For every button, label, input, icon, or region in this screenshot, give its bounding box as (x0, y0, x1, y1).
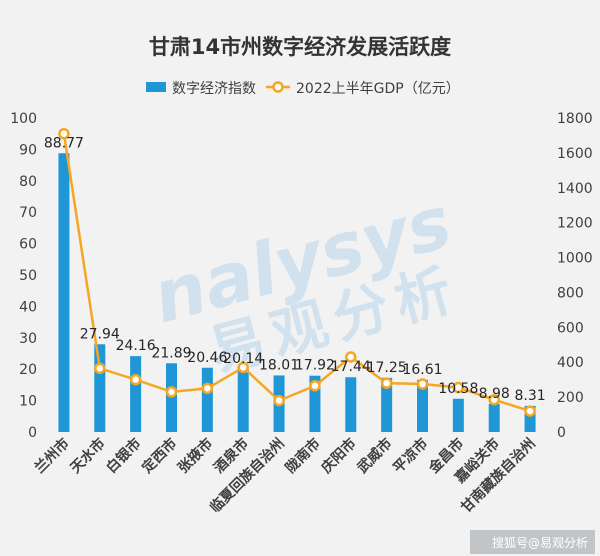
legend-bar-swatch (146, 82, 166, 92)
y-left-tick-label: 60 (19, 237, 37, 253)
bar (94, 344, 106, 432)
bar-value-label: 8.98 (479, 386, 510, 402)
line-series (58, 127, 536, 417)
bar (345, 377, 357, 432)
legend: 数字经济指数 2022上半年GDP（亿元） (146, 81, 460, 97)
y-left-tick-label: 10 (19, 394, 37, 410)
bar (201, 367, 213, 432)
y-right-tick-label: 0 (557, 425, 566, 441)
x-axis-labels: 兰州市天水市白银市定西市张掖市酒泉市临夏回族自治州陇南市庆阳市武威市平凉市金昌市… (31, 435, 539, 516)
y-right-tick-label: 1600 (557, 146, 593, 162)
y-right-tick-label: 1200 (557, 216, 593, 232)
y-left-tick-label: 90 (19, 142, 37, 158)
x-category-label: 天水市 (67, 435, 109, 477)
y-left-tick-label: 70 (19, 205, 37, 221)
legend-bar-label: 数字经济指数 (172, 81, 256, 97)
gdp-point (201, 382, 214, 395)
legend-line-label: 2022上半年GDP（亿元） (296, 81, 460, 97)
gdp-point (165, 386, 178, 398)
x-category-label: 张掖市 (174, 435, 216, 477)
bar (417, 379, 428, 432)
bar-value-label: 8.31 (514, 388, 545, 404)
x-category-label: 定西市 (139, 435, 181, 477)
y-right-tick-label: 1400 (557, 181, 593, 197)
y-right-tick-label: 200 (557, 390, 584, 406)
bar-value-label: 21.89 (151, 345, 191, 361)
gdp-point (524, 405, 536, 417)
gdp-point (58, 127, 70, 140)
legend-line-marker (272, 81, 284, 93)
y-left-tick-label: 40 (19, 299, 37, 315)
data-labels: 88.77 27.9424.1621.8920.4620.1418.0117.92… (44, 135, 546, 404)
gdp-point (416, 378, 429, 390)
footer-badge (470, 530, 595, 554)
bar-value-label: 16.61 (402, 362, 442, 378)
bar-value-label: 24.16 (116, 338, 156, 354)
y-right-tick-label: 400 (557, 355, 584, 371)
bar-value-label: 17.25 (367, 360, 407, 376)
x-category-label: 平凉市 (390, 435, 432, 477)
bar (524, 405, 536, 432)
bar (130, 356, 142, 432)
bar-value-label: 18.01 (259, 357, 299, 373)
x-category-label: 庆阳市 (318, 435, 360, 477)
gdp-line (62, 133, 531, 413)
gdp-point (273, 394, 285, 407)
y-left-tick-label: 0 (28, 425, 37, 441)
gdp-point (452, 381, 465, 394)
bar (452, 398, 464, 432)
bar (309, 375, 321, 432)
y-left-tick-label: 100 (10, 111, 37, 127)
y-left-tick-label: 80 (19, 174, 37, 190)
bar-value-label: 17.92 (295, 358, 335, 374)
bar (166, 363, 177, 432)
bar-value-label: 20.46 (187, 350, 227, 366)
gdp-point (94, 362, 106, 375)
x-category-label: 白银市 (103, 435, 145, 477)
bar-value-label: 10.58 (438, 381, 478, 397)
bar-value-label: 88.77 (44, 135, 84, 151)
x-category-label: 兰州市 (31, 435, 73, 477)
bar-value-label: 17.44 (331, 359, 371, 375)
chart-title: 甘肃14市州数字经济发展活跃度 (149, 35, 451, 59)
bar-value-label: 27.94 (80, 326, 120, 342)
gdp-point (129, 373, 142, 386)
bar-value-label: 20.14 (223, 351, 263, 367)
y-left-tick-label: 20 (19, 362, 37, 378)
y-right-tick-label: 1800 (557, 111, 593, 127)
footer-credit: 搜狐号@易观分析 (492, 535, 588, 550)
x-category-label: 陇南市 (282, 435, 324, 477)
bar (237, 368, 249, 432)
y-right-tick-label: 600 (557, 320, 584, 336)
gdp-point (237, 361, 249, 374)
y-right-tick-label: 800 (557, 285, 584, 301)
y-axis-left: 0 10 20 30 40 50 60 70 80 90 100 (10, 111, 37, 441)
gdp-point (488, 393, 500, 406)
bar (58, 153, 70, 432)
bar (381, 377, 393, 432)
y-right-tick-label: 1000 (557, 251, 593, 267)
gdp-point (345, 351, 357, 363)
y-left-tick-label: 30 (19, 331, 37, 347)
x-category-label: 武威市 (354, 435, 396, 477)
bar (488, 403, 500, 432)
y-axis-right: 0 200 400 600 800 1000 1200 1400 1600 1800 (557, 111, 593, 441)
gdp-point (380, 377, 393, 389)
y-left-tick-label: 50 (19, 268, 37, 284)
gdp-point (309, 380, 321, 392)
